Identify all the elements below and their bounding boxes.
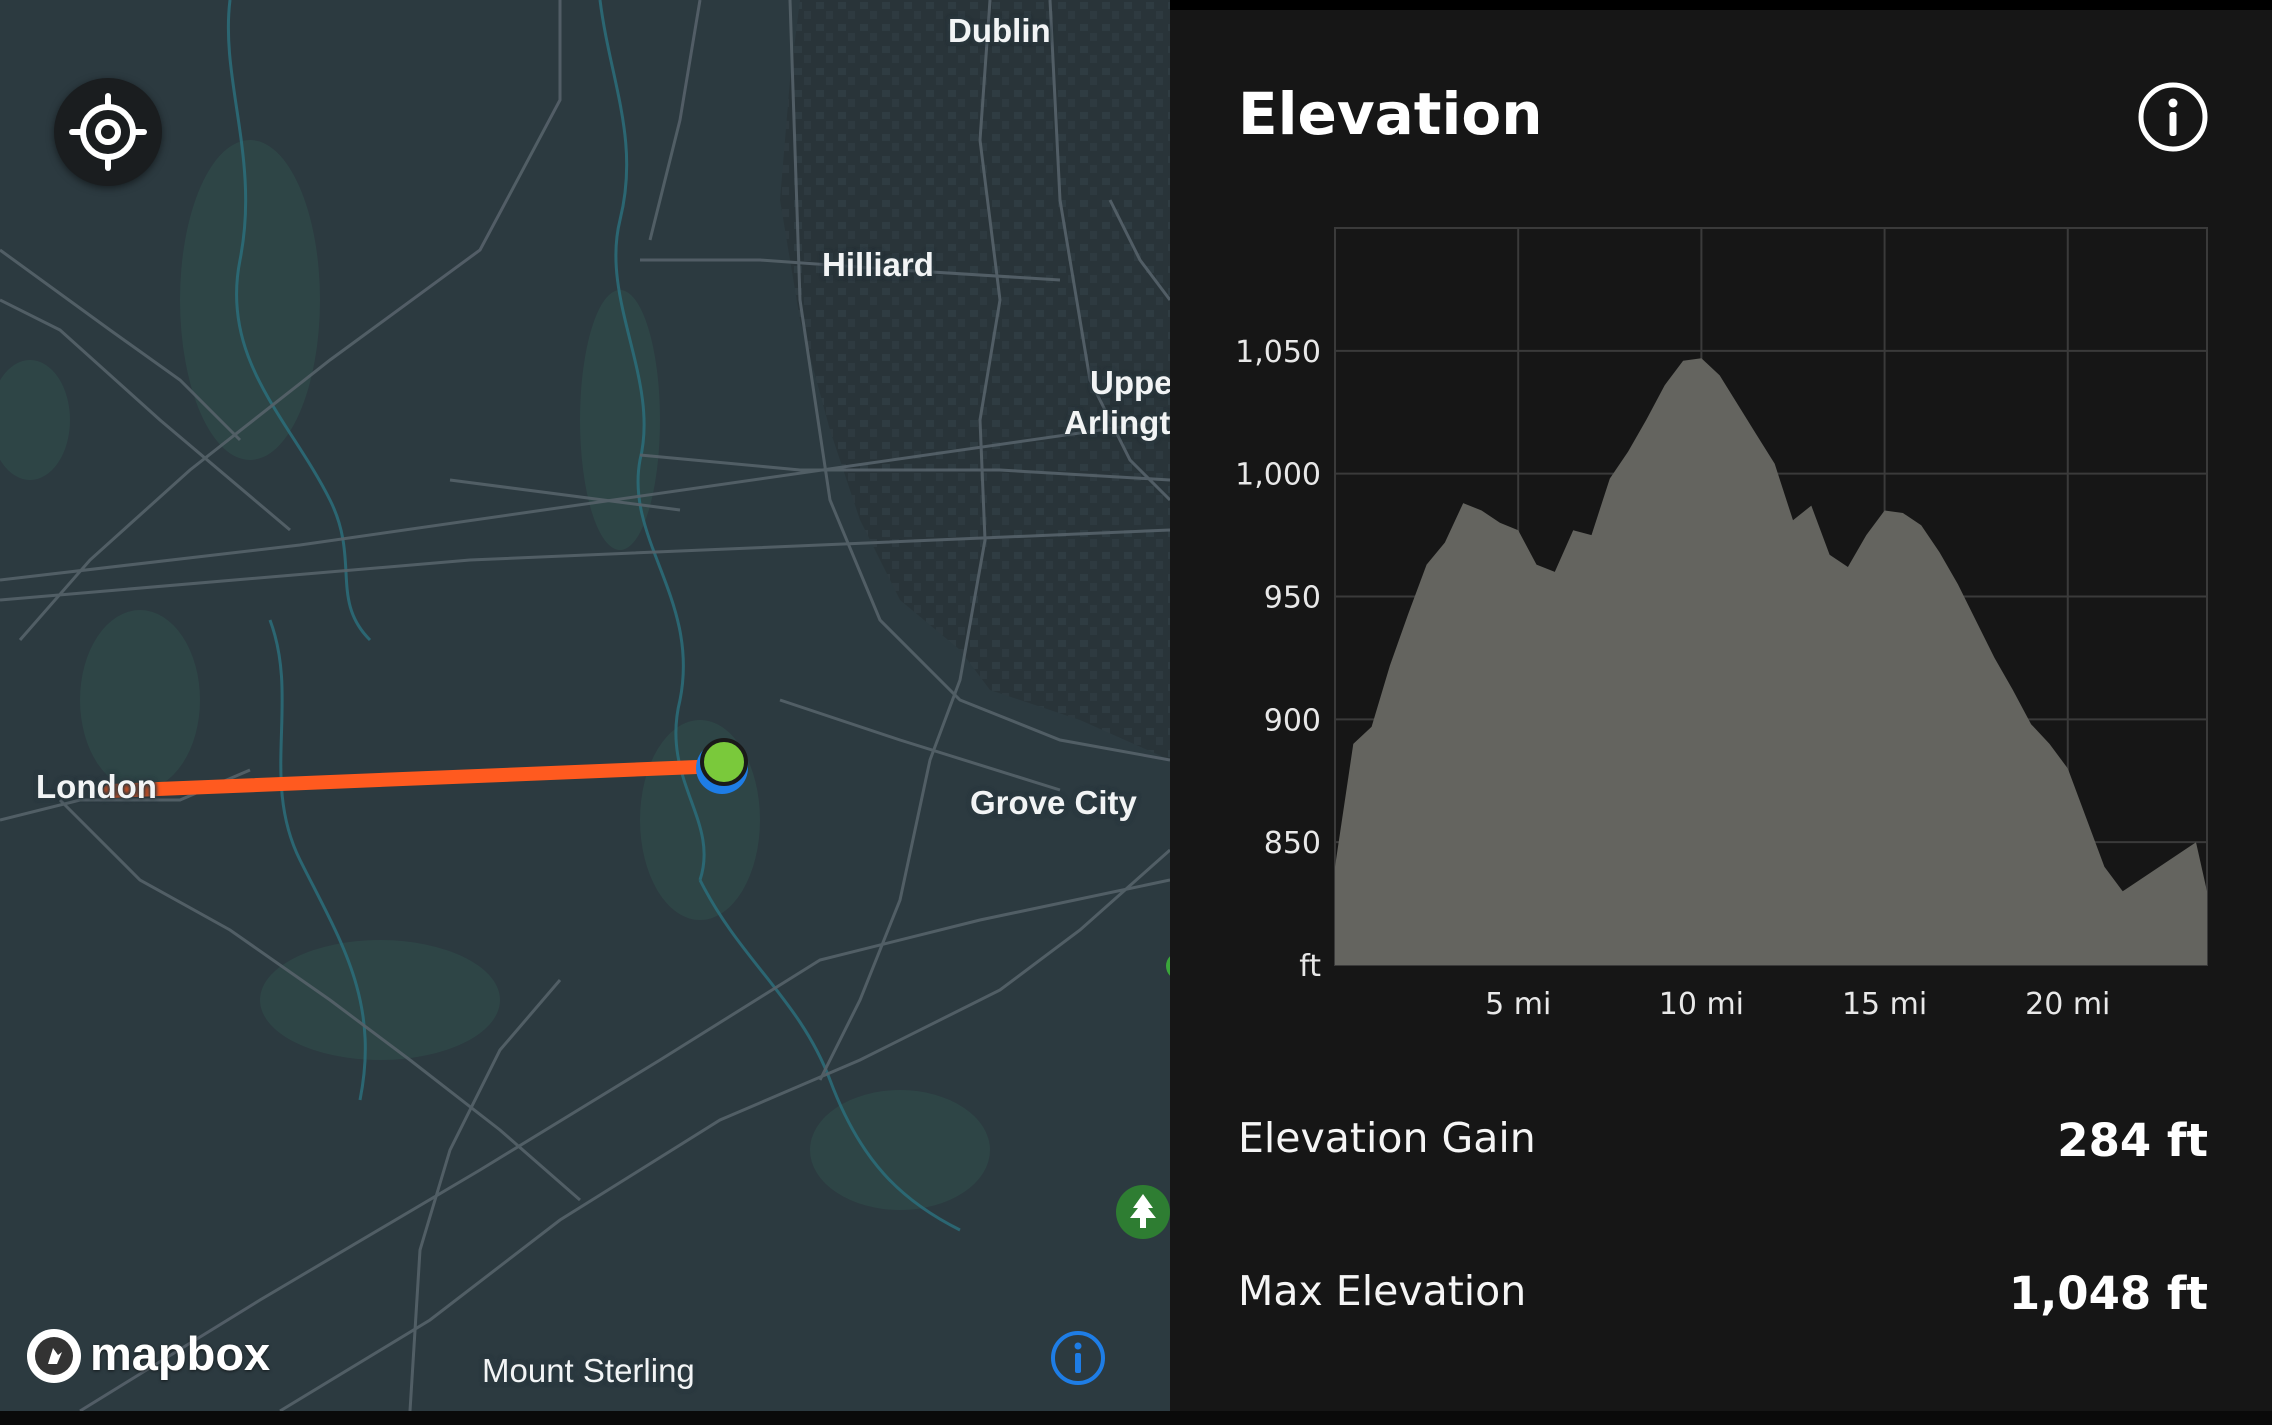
bottom-bar <box>0 1411 2272 1425</box>
y-tick-label: ft <box>1299 949 1321 984</box>
city-label: Upper <box>1090 364 1170 401</box>
y-tick-label: 1,000 <box>1235 458 1321 493</box>
elevation-gain-label: Elevation Gain <box>1238 1114 1536 1162</box>
panel-title: Elevation <box>1238 80 1543 148</box>
route-end-marker[interactable] <box>700 738 748 786</box>
map-view[interactable]: Dublin Hilliard Upper Arlington London G… <box>0 0 1170 1411</box>
elevation-panel: Elevation 1,050 1,000 950 900 850 ft 5 mi 10 m… <box>1170 10 2272 1411</box>
y-tick-label: 900 <box>1264 703 1321 738</box>
city-label: Dublin <box>948 12 1051 49</box>
elevation-chart[interactable]: 1,050 1,000 950 900 850 ft 5 mi 10 mi 15 mi 20 m… <box>1170 10 2272 1050</box>
map-info-button[interactable] <box>1050 1330 1106 1390</box>
x-tick-label: 10 mi <box>1659 987 1744 1022</box>
elevation-info-button[interactable] <box>2138 82 2248 196</box>
city-label: Grove City <box>970 784 1137 821</box>
map-base <box>0 0 1170 1411</box>
y-tick-label: 850 <box>1264 826 1321 861</box>
info-icon <box>1051 1331 1105 1385</box>
x-tick-label: 5 mi <box>1485 987 1551 1022</box>
info-icon <box>2138 82 2208 152</box>
crosshair-icon <box>69 93 147 171</box>
x-tick-label: 20 mi <box>2025 987 2110 1022</box>
mapbox-logo-icon <box>27 1329 81 1383</box>
elevation-gain-row: Elevation Gain 284 ft <box>1238 1114 2208 1174</box>
x-tick-label: 15 mi <box>1842 987 1927 1022</box>
max-elevation-label: Max Elevation <box>1238 1267 1527 1315</box>
max-elevation-value: 1,048 ft <box>2008 1267 2208 1320</box>
y-tick-label: 950 <box>1264 581 1321 616</box>
city-label: Mount Sterling <box>482 1352 695 1389</box>
city-label: Hilliard <box>822 246 934 283</box>
elevation-gain-value: 284 ft <box>2057 1114 2208 1167</box>
poi-marker[interactable] <box>1166 952 1170 980</box>
tree-icon <box>1116 1185 1170 1239</box>
route-line <box>103 759 729 798</box>
city-label: Arlington <box>1064 404 1170 441</box>
city-label: London <box>36 768 157 805</box>
locate-me-button[interactable] <box>54 78 162 186</box>
max-elevation-row: Max Elevation 1,048 ft <box>1238 1267 2208 1327</box>
park-marker[interactable] <box>1115 1184 1170 1244</box>
mapbox-wordmark: mapbox <box>90 1327 271 1380</box>
elevation-area <box>1335 358 2207 965</box>
y-tick-label: 1,050 <box>1235 335 1321 370</box>
